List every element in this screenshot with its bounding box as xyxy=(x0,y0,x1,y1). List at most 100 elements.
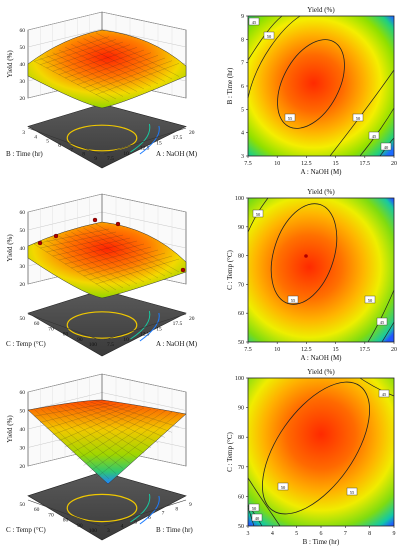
contour-label-box xyxy=(277,482,289,491)
y-tick-label: 7 xyxy=(241,61,244,67)
y-tick-label: 90 xyxy=(238,406,244,412)
mesh-line xyxy=(52,237,131,257)
z-tick-label: 30 xyxy=(20,79,26,85)
x-tick-label: 12.5 xyxy=(301,347,312,353)
design-point xyxy=(180,267,186,273)
mesh-line xyxy=(95,63,180,95)
mesh-line xyxy=(40,241,117,291)
contour-label: 45 xyxy=(380,320,385,325)
response-surface xyxy=(27,221,187,299)
mesh-line xyxy=(89,255,173,281)
x-tick-label: 12.5 xyxy=(140,332,150,338)
y-axis xyxy=(27,127,101,155)
y-tick-label: 70 xyxy=(238,282,244,288)
x-tick-label: 8 xyxy=(368,531,371,537)
mesh-line xyxy=(34,36,110,62)
contour-ellipse xyxy=(270,203,338,305)
y-tick-label: 4 xyxy=(241,131,244,137)
y-tick-label: 9 xyxy=(241,14,244,20)
contour-label-box xyxy=(378,389,390,398)
contour-label-box xyxy=(380,142,392,151)
y-axis-label: C : Temp (°C) xyxy=(6,526,46,534)
y-axis-label: C : Temp (°C) xyxy=(226,249,234,289)
contour-label-box xyxy=(248,503,260,512)
x-tick-label: 7 xyxy=(162,511,165,517)
contour-label: 55 xyxy=(350,490,355,495)
z-tick-label: 50 xyxy=(20,45,26,51)
mesh-line xyxy=(40,403,117,423)
y-tick-label: 3 xyxy=(241,154,244,160)
x-tick-label: 10 xyxy=(123,151,129,157)
mesh-line xyxy=(58,47,138,75)
mesh-line xyxy=(89,411,173,472)
y-tick-label: 100 xyxy=(235,196,244,202)
mesh-line xyxy=(71,408,152,454)
y-tick-label: 80 xyxy=(63,518,69,524)
mesh-line xyxy=(34,61,110,102)
y-tick-label: 70 xyxy=(238,465,244,471)
projection-floor xyxy=(27,289,187,357)
x-tick-label: 12.5 xyxy=(140,146,150,152)
mesh-line xyxy=(64,404,145,454)
x-tick-label: 20 xyxy=(391,161,397,167)
design-point xyxy=(92,217,98,223)
mesh-line xyxy=(71,231,152,281)
mesh-line xyxy=(52,405,131,435)
z-tick-label: 60 xyxy=(20,28,26,34)
chart-title: Yield (%) xyxy=(307,368,335,376)
contour-label-box xyxy=(248,17,260,26)
mesh-line xyxy=(77,55,159,85)
x-tick-label: 20 xyxy=(391,347,397,353)
contour-line xyxy=(381,321,395,343)
contour-line xyxy=(247,477,281,527)
z-axis-label: Yield (%) xyxy=(6,415,14,443)
floor-contour xyxy=(66,311,138,339)
y-tick-label: 60 xyxy=(34,321,40,327)
floor-contour xyxy=(139,312,160,342)
x-tick-label: 9 xyxy=(393,531,396,537)
mesh-line xyxy=(40,39,117,65)
mesh-line xyxy=(89,225,173,275)
surface-plot-0: 20 30 40 50 60 3 4 5 6 7 8 9 7.5 10 12.5 15 17.5 20 Yield … xyxy=(6,11,198,169)
contour-label-box xyxy=(252,209,264,218)
mesh-line xyxy=(64,243,145,265)
contour-label: 55 xyxy=(288,116,293,121)
x-axis xyxy=(103,499,187,527)
x-axis xyxy=(103,313,187,341)
z-tick-label: 50 xyxy=(20,409,26,415)
mesh-line xyxy=(58,240,138,261)
y-tick-label: 9 xyxy=(94,156,97,162)
x-axis-label: A : NaOH (M) xyxy=(300,354,342,362)
mesh-line xyxy=(95,412,180,478)
x-tick-label: 15 xyxy=(156,140,162,146)
mesh-line xyxy=(95,258,180,285)
contour-label-box xyxy=(352,113,364,122)
y-axis-label: C : Temp (°C) xyxy=(6,340,46,348)
y-tick-label: 100 xyxy=(235,376,244,382)
design-point xyxy=(115,221,121,227)
y-tick-label: 100 xyxy=(89,528,98,534)
mesh-line xyxy=(71,44,152,87)
x-tick-label: 20 xyxy=(189,316,195,322)
z-tick-label: 60 xyxy=(20,210,26,216)
mesh-line xyxy=(58,49,138,92)
contour-label: 50 xyxy=(356,116,361,121)
contour-label-box xyxy=(263,31,275,40)
x-axis-label: B : Time (hr) xyxy=(303,538,340,546)
mesh-line xyxy=(77,409,159,460)
mesh-line xyxy=(58,235,138,285)
mesh-line xyxy=(83,402,166,438)
x-tick-label: 7.5 xyxy=(244,347,252,353)
contour-ellipse xyxy=(277,39,345,129)
mesh-line xyxy=(89,401,173,433)
y-tick-label: 5 xyxy=(46,139,49,145)
y-tick-label: 6 xyxy=(58,143,61,149)
contour-label: 45 xyxy=(372,134,377,139)
contour-ellipse xyxy=(262,381,370,515)
x-tick-label: 17.5 xyxy=(360,347,371,353)
x-tick-label: 15 xyxy=(333,347,339,353)
contour-label: 50 xyxy=(252,506,257,511)
z-tick-label: 30 xyxy=(20,446,26,452)
mesh-line xyxy=(40,58,117,100)
